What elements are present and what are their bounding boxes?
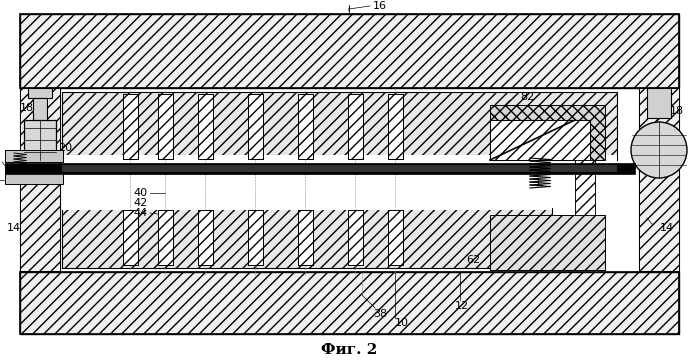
Bar [20, 14, 679, 88]
Bar [5, 150, 63, 162]
Bar [575, 160, 595, 215]
Bar [348, 210, 363, 265]
Text: L: L [537, 178, 543, 188]
Bar [248, 94, 263, 159]
Bar [62, 165, 617, 172]
Bar [20, 88, 60, 271]
Bar [62, 155, 617, 170]
Bar [639, 88, 679, 271]
Bar [5, 172, 63, 184]
Bar [298, 210, 313, 265]
Bar [348, 210, 363, 265]
Text: 62: 62 [466, 255, 480, 265]
Bar [28, 88, 52, 98]
Bar [24, 120, 56, 160]
Text: 14: 14 [7, 223, 21, 233]
Bar [298, 94, 313, 159]
Text: Фиг. 2: Фиг. 2 [321, 343, 377, 357]
Bar [123, 94, 138, 159]
Bar [298, 94, 313, 159]
Text: 18: 18 [20, 103, 34, 113]
Bar [490, 120, 590, 160]
Text: 40: 40 [134, 188, 148, 198]
Bar [158, 210, 173, 265]
Bar [248, 210, 263, 265]
Bar [388, 210, 403, 265]
Bar [20, 14, 679, 88]
Bar [647, 88, 671, 118]
Text: 18: 18 [670, 106, 684, 116]
Bar [20, 272, 679, 334]
Bar [388, 94, 403, 159]
Bar [33, 98, 47, 128]
Bar [62, 92, 617, 160]
Bar [198, 210, 213, 265]
Polygon shape [490, 120, 590, 160]
Bar [490, 215, 605, 270]
Bar [198, 94, 213, 159]
Text: 44: 44 [134, 208, 148, 218]
Bar [248, 210, 263, 265]
Bar [123, 210, 138, 265]
Bar [490, 105, 605, 160]
Bar [388, 94, 403, 159]
Bar [575, 160, 595, 215]
Bar [158, 94, 173, 159]
Bar [198, 210, 213, 265]
Bar [123, 94, 138, 159]
Bar [198, 94, 213, 159]
Text: 12: 12 [455, 301, 469, 311]
Bar [62, 208, 552, 268]
Bar [158, 94, 173, 159]
Bar [158, 210, 173, 265]
Text: 82: 82 [520, 92, 534, 102]
Text: 20: 20 [58, 143, 72, 153]
Bar [20, 88, 60, 271]
Bar [5, 162, 60, 172]
Bar [639, 88, 679, 271]
Bar [388, 210, 403, 265]
Text: 14: 14 [660, 223, 674, 233]
Bar [348, 94, 363, 159]
Bar [62, 198, 552, 210]
Bar [348, 94, 363, 159]
Text: 16: 16 [373, 1, 387, 11]
Bar [298, 210, 313, 265]
Bar [123, 210, 138, 265]
Text: 38: 38 [373, 309, 387, 319]
Circle shape [631, 122, 687, 178]
Text: 10: 10 [395, 318, 409, 328]
Bar [5, 163, 635, 174]
Bar [20, 272, 679, 334]
Bar [248, 94, 263, 159]
Text: 42: 42 [134, 198, 148, 208]
